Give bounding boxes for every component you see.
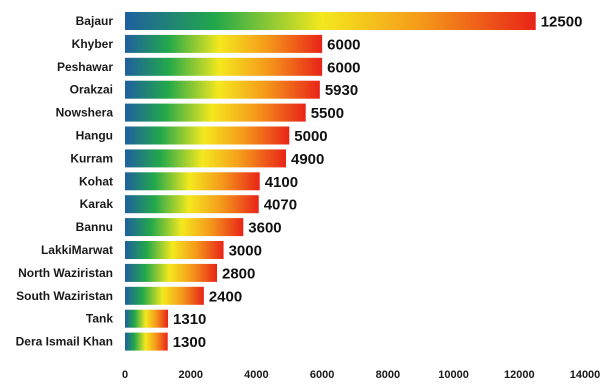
bar-orakzai bbox=[125, 80, 320, 99]
category-label-bajaur: Bajaur bbox=[76, 14, 114, 28]
x-tick-label: 10000 bbox=[438, 369, 469, 381]
bar-nowshera bbox=[125, 103, 306, 122]
value-label-orakzai: 5930 bbox=[325, 82, 358, 99]
x-tick-label: 0 bbox=[122, 369, 128, 381]
category-label-hangu: Hangu bbox=[76, 129, 113, 143]
bar-khyber bbox=[125, 34, 323, 53]
x-tick-label: 12000 bbox=[504, 369, 535, 381]
category-label-khyber: Khyber bbox=[72, 37, 114, 51]
value-label-peshawar: 6000 bbox=[327, 59, 360, 76]
value-labels: 12500 6000 6000 5930 5500 5000 4900 4100 4070 360… bbox=[173, 14, 583, 352]
value-label-north-waziristan: 2800 bbox=[222, 265, 255, 282]
category-label-bannu: Bannu bbox=[76, 220, 113, 234]
category-label-kurram: Kurram bbox=[70, 151, 113, 165]
category-label-lakkimarwat: LakkiMarwat bbox=[41, 243, 113, 257]
bar-hangu bbox=[125, 126, 290, 145]
value-label-bannu: 3600 bbox=[248, 220, 281, 237]
value-label-kurram: 4900 bbox=[291, 151, 324, 168]
bar-bajaur bbox=[125, 12, 536, 30]
value-label-hangu: 5000 bbox=[294, 128, 327, 145]
bar-north-waziristan bbox=[125, 263, 217, 282]
bar-south-waziristan bbox=[125, 286, 204, 305]
bar-peshawar bbox=[125, 57, 323, 76]
bar-kurram bbox=[125, 149, 286, 168]
category-label-kohat: Kohat bbox=[79, 174, 113, 188]
bar-bannu bbox=[125, 218, 244, 237]
x-tick-label: 4000 bbox=[244, 369, 268, 381]
value-label-bajaur: 12500 bbox=[541, 14, 583, 31]
x-tick-label: 14000 bbox=[570, 369, 601, 381]
category-label-orakzai: Orakzai bbox=[70, 83, 113, 97]
x-tick-label: 6000 bbox=[310, 369, 334, 381]
category-label-nowshera: Nowshera bbox=[56, 106, 114, 120]
category-labels: Bajaur Khyber Peshawar Orakzai Nowshera Hangu… bbox=[16, 14, 114, 349]
bar-tank bbox=[125, 309, 169, 328]
x-tick-label: 8000 bbox=[376, 369, 400, 381]
value-label-karak: 4070 bbox=[264, 197, 297, 214]
category-label-peshawar: Peshawar bbox=[57, 60, 113, 74]
bar-lakkimarwat bbox=[125, 241, 224, 259]
category-label-tank: Tank bbox=[86, 312, 113, 326]
value-label-tank: 1310 bbox=[173, 311, 206, 328]
value-label-lakkimarwat: 3000 bbox=[229, 243, 262, 260]
value-label-nowshera: 5500 bbox=[311, 105, 344, 122]
bars-group bbox=[125, 12, 536, 351]
category-label-karak: Karak bbox=[80, 197, 114, 211]
category-label-dera-ismail-khan: Dera Ismail Khan bbox=[16, 335, 113, 349]
value-label-kohat: 4100 bbox=[265, 174, 298, 191]
category-label-south-waziristan: South Waziristan bbox=[16, 289, 113, 303]
category-label-north-waziristan: North Waziristan bbox=[18, 266, 113, 280]
x-axis-tick-labels: 0 2000 4000 6000 8000 10000 12000 14000 bbox=[122, 369, 600, 381]
bar-dera-ismail-khan bbox=[125, 332, 168, 351]
value-label-dera-ismail-khan: 1300 bbox=[173, 334, 206, 351]
bar-karak bbox=[125, 195, 259, 214]
x-tick-label: 2000 bbox=[178, 369, 202, 381]
value-label-khyber: 6000 bbox=[327, 36, 360, 53]
value-label-south-waziristan: 2400 bbox=[209, 288, 242, 305]
bar-kohat bbox=[125, 172, 260, 191]
